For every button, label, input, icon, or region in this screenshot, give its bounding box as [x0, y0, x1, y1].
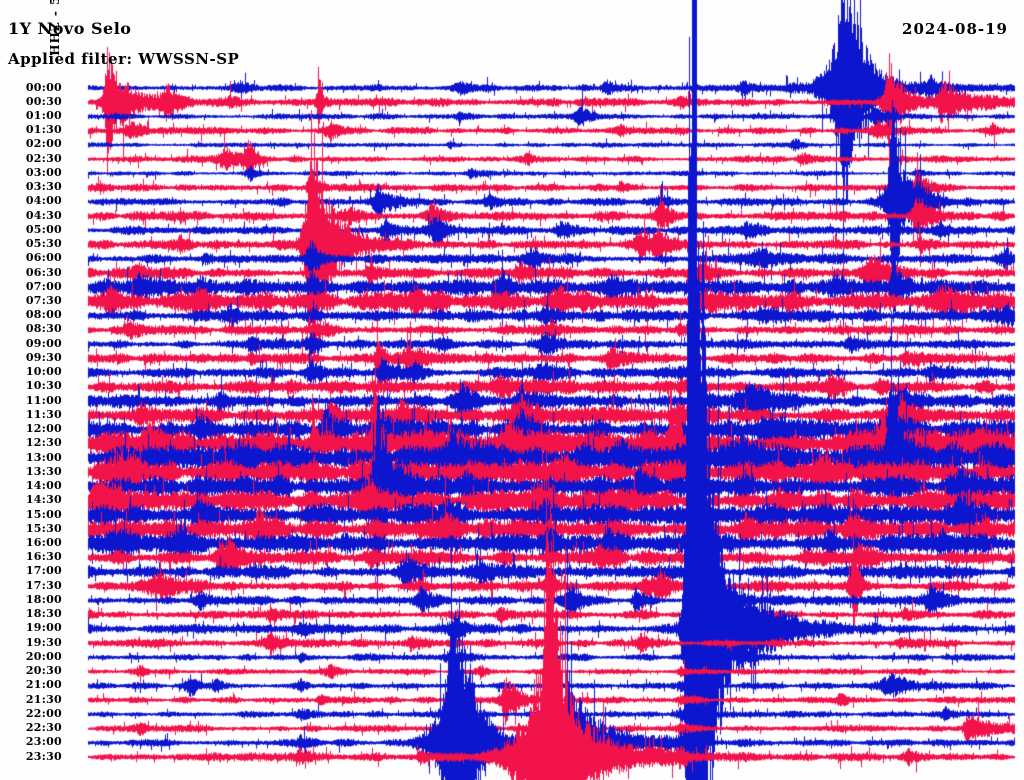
- time-label: 23:30: [25, 749, 62, 763]
- time-label: 02:00: [25, 137, 62, 151]
- time-label: 07:00: [25, 279, 62, 293]
- channel-scale-label: HHZ - 50000: [48, 0, 62, 56]
- station-title: 1Y Novo Selo: [8, 19, 132, 38]
- time-label: 12:30: [25, 436, 62, 450]
- time-label: 23:00: [25, 735, 62, 749]
- time-label: 15:00: [25, 507, 62, 521]
- time-label: 14:30: [25, 493, 62, 507]
- time-label: 16:30: [25, 550, 62, 564]
- applied-filter-label: Applied filter: WWSSN-SP: [8, 50, 240, 68]
- time-label: 11:30: [25, 407, 62, 421]
- time-label: 02:30: [25, 151, 62, 165]
- time-label: 01:30: [25, 123, 62, 137]
- time-label: 18:30: [25, 607, 62, 621]
- time-label: 00:30: [25, 94, 62, 108]
- time-label: 08:00: [25, 308, 62, 322]
- time-label: 20:30: [25, 664, 62, 678]
- time-label: 11:00: [25, 393, 62, 407]
- time-label: 05:30: [25, 237, 62, 251]
- time-label: 17:00: [25, 564, 62, 578]
- time-label: 19:00: [25, 621, 62, 635]
- time-label: 19:30: [25, 635, 62, 649]
- time-label: 09:00: [25, 336, 62, 350]
- time-label: 10:00: [25, 365, 62, 379]
- time-label: 01:00: [25, 108, 62, 122]
- time-label: 15:30: [25, 521, 62, 535]
- time-label: 00:00: [25, 80, 62, 94]
- time-label: 06:00: [25, 251, 62, 265]
- time-label: 12:00: [25, 422, 62, 436]
- time-label: 08:30: [25, 322, 62, 336]
- time-label: 06:30: [25, 265, 62, 279]
- time-label: 03:30: [25, 180, 62, 194]
- time-label: 13:00: [25, 450, 62, 464]
- time-label: 13:30: [25, 464, 62, 478]
- time-label: 03:00: [25, 165, 62, 179]
- time-label: 09:30: [25, 350, 62, 364]
- time-label: 05:00: [25, 222, 62, 236]
- time-label: 20:00: [25, 649, 62, 663]
- date-label: 2024-08-19: [902, 20, 1008, 38]
- time-label: 22:00: [25, 706, 62, 720]
- time-label: 04:00: [25, 194, 62, 208]
- time-label: 07:30: [25, 294, 62, 307]
- time-label: 14:00: [25, 479, 62, 493]
- time-label: 17:30: [25, 578, 62, 592]
- time-label: 16:00: [25, 535, 62, 549]
- time-label: 04:30: [25, 208, 62, 222]
- time-label: 21:00: [25, 678, 62, 692]
- time-label: 18:00: [25, 592, 62, 606]
- time-label: 22:30: [25, 721, 62, 735]
- time-label: 21:30: [25, 692, 62, 706]
- time-label: 10:30: [25, 379, 62, 393]
